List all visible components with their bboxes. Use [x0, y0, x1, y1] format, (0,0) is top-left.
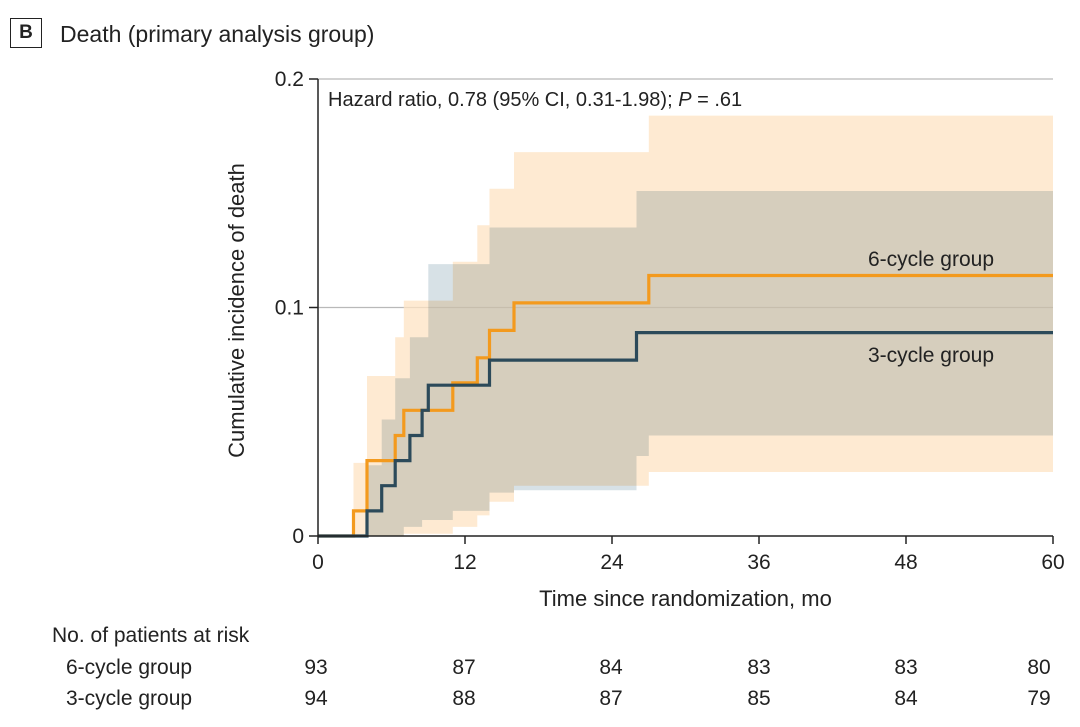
- x-tick-label: 60: [1041, 551, 1064, 574]
- risk-row-label-3-cycle: 3-cycle group: [66, 687, 193, 710]
- x-tick-label: 0: [312, 551, 324, 574]
- x-tick-label: 24: [600, 551, 624, 574]
- risk-value: 87: [452, 656, 476, 679]
- y-tick-label: 0.1: [275, 297, 304, 320]
- panel-title: Death (primary analysis group): [60, 21, 375, 47]
- x-tick-label: 36: [747, 551, 770, 574]
- y-tick-label: 0: [292, 525, 304, 548]
- risk-value: 83: [894, 656, 918, 679]
- risk-value: 84: [894, 687, 918, 710]
- x-axis-label: Time since randomization, mo: [539, 586, 832, 611]
- risk-value: 80: [1027, 656, 1051, 679]
- risk-value: 85: [747, 687, 771, 710]
- y-axis-label: Cumulative incidence of death: [224, 163, 249, 458]
- annotation-p-value: = .61: [692, 89, 743, 111]
- risk-value: 93: [304, 656, 328, 679]
- annotation-text: Hazard ratio, 0.78 (95% CI, 0.31-1.98);: [328, 89, 678, 111]
- panel-letter-badge: B: [10, 18, 42, 48]
- risk-value: 87: [599, 687, 623, 710]
- risk-value: 83: [747, 656, 771, 679]
- risk-value: 79: [1027, 687, 1051, 710]
- risk-value: 94: [304, 687, 328, 710]
- risk-table-heading: No. of patients at risk: [52, 624, 250, 647]
- step-line-3-cycle: [318, 331, 1053, 538]
- series-label-3-cycle: 3-cycle group: [868, 344, 994, 367]
- risk-row-label-6-cycle: 6-cycle group: [66, 656, 193, 679]
- ci-band-3-cycle: [318, 191, 1053, 536]
- annotation-p-label: P: [678, 89, 692, 111]
- series-label-6-cycle: 6-cycle group: [868, 248, 994, 271]
- y-tick-label: 0.2: [275, 68, 304, 91]
- hazard-ratio-annotation: Hazard ratio, 0.78 (95% CI, 0.31-1.98); …: [328, 89, 742, 111]
- x-tick-label: 12: [453, 551, 476, 574]
- risk-value: 88: [452, 687, 476, 710]
- step-line-6-cycle: [318, 273, 1053, 538]
- risk-value: 84: [599, 656, 623, 679]
- panel-letter: B: [19, 22, 33, 43]
- x-tick-label: 48: [894, 551, 917, 574]
